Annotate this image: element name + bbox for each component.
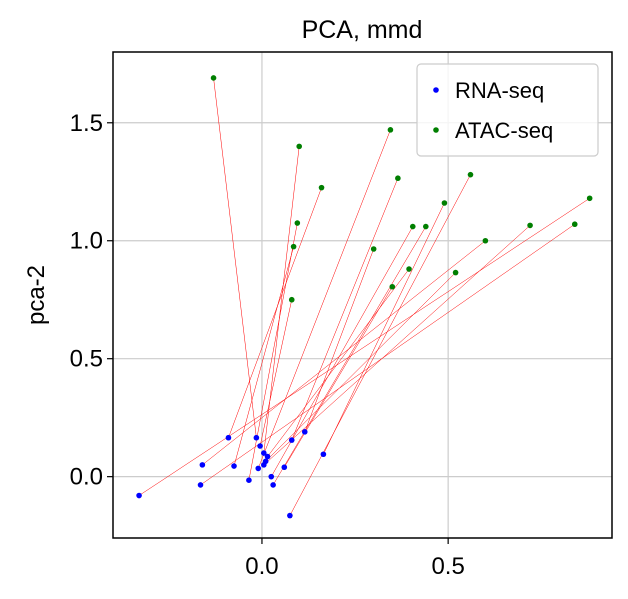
y-tick-label: 0.5 <box>70 346 103 373</box>
pair-link-line <box>263 146 300 454</box>
data-point <box>246 477 252 483</box>
pair-link-line <box>323 202 445 455</box>
legend-box <box>416 63 599 157</box>
data-point <box>301 429 308 435</box>
data-point <box>231 463 237 469</box>
data-point <box>586 195 593 202</box>
data-point <box>257 443 263 449</box>
pair-link-line <box>213 77 257 438</box>
pair-link-line <box>259 299 292 447</box>
chart-title: PCA, mmd <box>302 16 423 44</box>
data-point <box>571 221 578 228</box>
pair-link-line <box>200 224 575 486</box>
data-point <box>452 269 459 276</box>
pair-link-line <box>228 187 322 438</box>
data-point <box>261 462 267 468</box>
legend-label: RNA-seq <box>455 78 544 103</box>
data-point <box>389 283 396 290</box>
data-point <box>268 473 275 480</box>
pair-link-line <box>272 226 427 486</box>
pair-link-line <box>265 272 456 462</box>
data-point <box>199 462 206 468</box>
series-atac-seq-points <box>210 75 593 303</box>
pair-link-line <box>289 174 471 516</box>
pair-link-line <box>304 248 374 432</box>
data-point <box>318 184 325 191</box>
data-point <box>409 223 416 230</box>
legend-label: ATAC-seq <box>455 118 553 143</box>
data-point <box>288 437 295 443</box>
data-point <box>270 482 276 488</box>
pair-link-line <box>291 178 399 441</box>
data-point <box>255 465 262 472</box>
data-point <box>136 492 142 499</box>
pair-link-line <box>271 226 413 477</box>
y-tick-label: 0.0 <box>70 464 103 491</box>
pair-link-line <box>267 268 410 457</box>
pair-link-line <box>202 240 486 466</box>
data-point <box>294 220 301 226</box>
data-point <box>281 464 288 471</box>
x-tick-label: 0.0 <box>245 553 278 580</box>
data-point <box>287 512 293 519</box>
data-point <box>225 434 232 441</box>
data-point <box>370 246 377 252</box>
data-point <box>527 222 533 229</box>
data-point <box>264 453 271 460</box>
y-tick-label: 1.5 <box>70 110 103 137</box>
pair-link-line <box>284 286 393 468</box>
data-point <box>467 171 474 178</box>
data-point <box>482 237 489 244</box>
series-rna-seq-points <box>136 429 327 519</box>
pair-link-line <box>257 129 391 469</box>
y-axis-label: pca-2 <box>23 265 50 325</box>
data-point <box>210 75 217 81</box>
data-point <box>296 143 302 150</box>
data-point <box>290 243 297 250</box>
legend-marker <box>433 87 439 93</box>
data-points <box>136 75 593 519</box>
data-point <box>261 450 267 456</box>
legend-marker <box>433 127 439 133</box>
data-point <box>406 266 412 272</box>
data-point <box>395 175 401 182</box>
y-tick-label: 1.0 <box>70 228 103 255</box>
legend: RNA-seq ATAC-seq <box>416 63 599 157</box>
plot-area-frame <box>112 51 613 539</box>
data-point <box>288 296 295 303</box>
data-point <box>253 434 260 441</box>
data-point <box>387 127 394 133</box>
data-point <box>197 482 204 488</box>
x-tick-label: 0.5 <box>431 553 464 580</box>
data-point <box>423 223 429 230</box>
axis-ticks: 0.0 0.5 0.0 0.5 1.0 1.5 <box>70 110 465 580</box>
pair-link-line <box>138 198 590 496</box>
data-point <box>441 200 448 206</box>
pair-link-line <box>233 246 294 467</box>
pair-link-line <box>263 225 531 466</box>
data-point <box>320 451 327 458</box>
